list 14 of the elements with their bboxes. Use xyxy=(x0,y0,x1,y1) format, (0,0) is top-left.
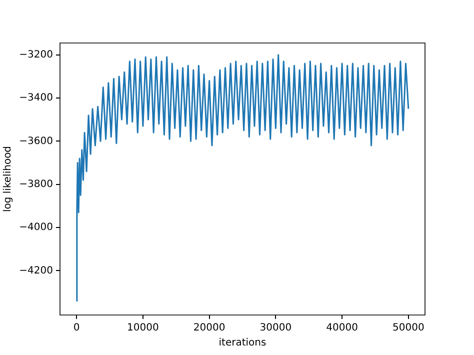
x-tick-label: 20000 xyxy=(193,322,226,334)
y-axis-title: log likelihood xyxy=(2,146,14,212)
x-tick-label: 50000 xyxy=(392,322,424,334)
y-tick-label: −3600 xyxy=(19,136,53,147)
x-tick-label: 40000 xyxy=(326,322,358,334)
y-tick-label: −3400 xyxy=(19,92,53,104)
x-axis-title: iterations xyxy=(218,338,266,349)
y-tick-label: −3800 xyxy=(19,178,53,190)
y-tick-label: −4000 xyxy=(19,222,53,234)
x-tick-label: 30000 xyxy=(260,322,292,334)
x-tick-label: 0 xyxy=(73,322,80,334)
y-tick-label: −4200 xyxy=(19,265,53,276)
x-tick-label: 10000 xyxy=(127,322,159,334)
y-tick-label: −3200 xyxy=(19,49,53,60)
